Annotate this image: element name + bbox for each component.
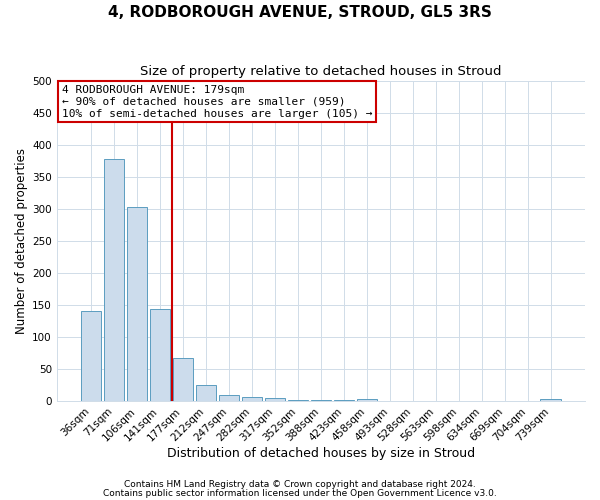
Bar — [311, 400, 331, 401]
Bar — [334, 400, 354, 401]
Title: Size of property relative to detached houses in Stroud: Size of property relative to detached ho… — [140, 65, 502, 78]
Bar — [287, 400, 308, 401]
Bar — [541, 398, 561, 401]
Bar — [242, 396, 262, 401]
Bar — [127, 207, 148, 401]
Bar — [196, 385, 217, 401]
Bar — [218, 394, 239, 401]
Bar — [356, 398, 377, 401]
X-axis label: Distribution of detached houses by size in Stroud: Distribution of detached houses by size … — [167, 447, 475, 460]
Bar — [104, 159, 124, 401]
Bar — [81, 312, 101, 401]
Text: 4, RODBOROUGH AVENUE, STROUD, GL5 3RS: 4, RODBOROUGH AVENUE, STROUD, GL5 3RS — [108, 5, 492, 20]
Bar — [265, 398, 285, 401]
Y-axis label: Number of detached properties: Number of detached properties — [15, 148, 28, 334]
Text: Contains public sector information licensed under the Open Government Licence v3: Contains public sector information licen… — [103, 490, 497, 498]
Bar — [173, 358, 193, 401]
Text: 4 RODBOROUGH AVENUE: 179sqm
← 90% of detached houses are smaller (959)
10% of se: 4 RODBOROUGH AVENUE: 179sqm ← 90% of det… — [62, 86, 373, 118]
Bar — [150, 310, 170, 401]
Text: Contains HM Land Registry data © Crown copyright and database right 2024.: Contains HM Land Registry data © Crown c… — [124, 480, 476, 489]
